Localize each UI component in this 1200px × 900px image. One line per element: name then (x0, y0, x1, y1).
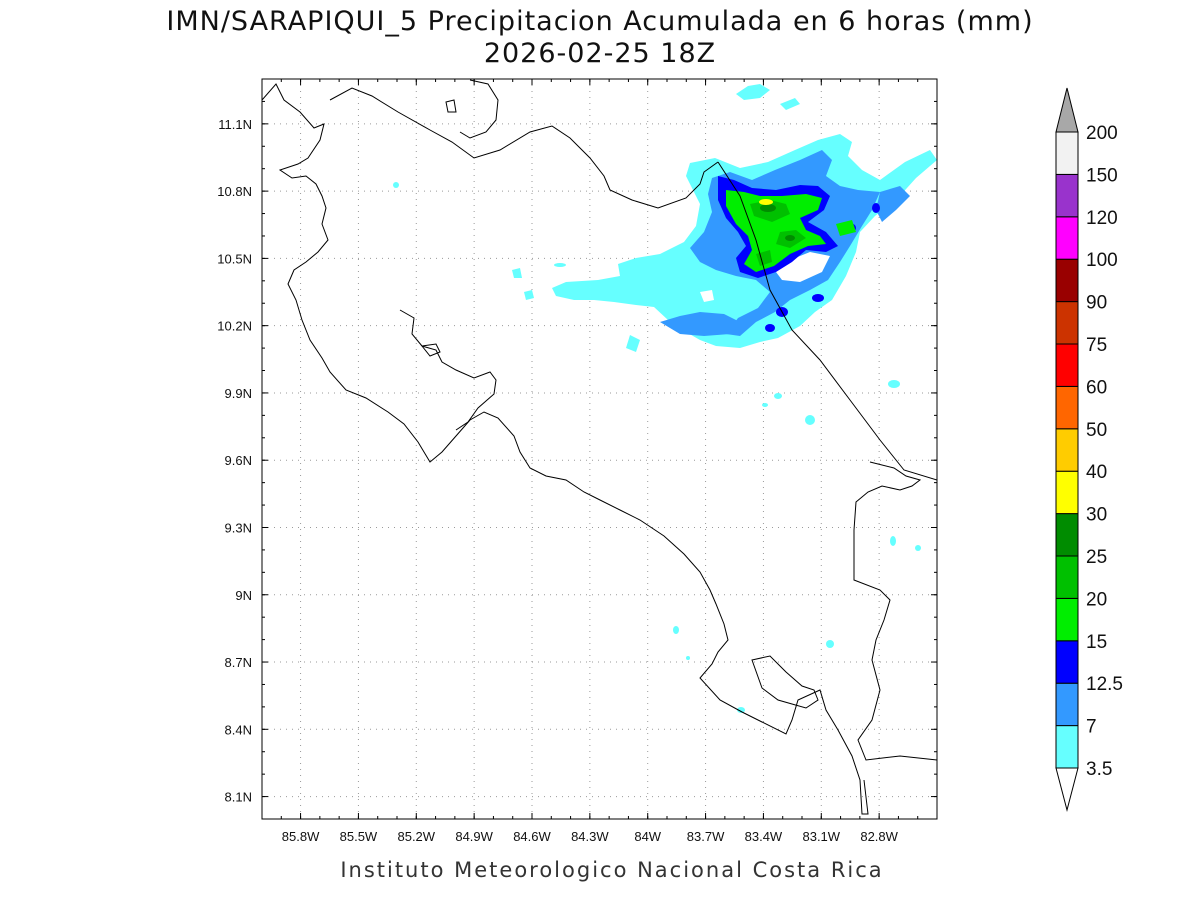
precip-area-blue-ne (876, 186, 910, 222)
lon-tick-label: 85.8W (282, 829, 320, 844)
lat-tick-label: 11.1N (218, 117, 252, 132)
lat-tick-label: 10.8N (217, 184, 252, 199)
lat-tick-label: 8.4N (225, 722, 252, 737)
colorbar-label: 30 (1086, 505, 1107, 526)
colorbar-label: 150 (1086, 165, 1118, 186)
lon-tick-label: 83.1W (802, 829, 840, 844)
precip-area-cyan-north (736, 84, 770, 100)
colorbar-label: 12.5 (1086, 674, 1123, 695)
precip-contour-15 (726, 190, 856, 272)
colorbar-swatch (1055, 513, 1079, 557)
longitude-axis: 85.8W 85.5W 85.2W 84.9W 84.6W 84.3W 84W 83.7W 83… (261, 79, 938, 844)
precip-contour-25 (760, 204, 795, 241)
lon-tick-label: 84.9W (455, 829, 493, 844)
lon-tick-label: 83.7W (687, 829, 725, 844)
precip-area-cyan-sw (626, 335, 640, 352)
lon-tick-label: 84.6W (513, 829, 551, 844)
colorbar-label: 7 (1086, 717, 1097, 738)
bocas-islet (445, 99, 457, 113)
lat-tick-label: 9.9N (225, 386, 252, 401)
panama-border (853, 461, 937, 761)
map-datetime: 2026-02-25 18Z (484, 38, 716, 69)
coastline-borders (262, 79, 937, 815)
colorbar-label: 75 (1086, 335, 1107, 356)
lon-tick-label: 85.2W (397, 829, 435, 844)
colorbar-high-arrow (1055, 87, 1079, 133)
lat-tick-label: 9N (235, 588, 252, 603)
lon-tick-label: 82.8W (860, 829, 898, 844)
lon-tick-label: 84W (634, 829, 661, 844)
credit-text: Instituto Meteorologico Nacional Costa R… (340, 858, 883, 882)
precipitation-colorbar: 3.5 7 12.5 15 20 25 30 40 50 60 75 90 100 120 150 200 (1055, 87, 1123, 812)
lat-tick-label: 8.1N (225, 790, 252, 805)
colorbar-swatch (1055, 258, 1079, 303)
pacific-coastline (262, 83, 869, 815)
lat-tick-label: 8.7N (225, 655, 252, 670)
colorbar-label: 50 (1086, 420, 1107, 441)
colorbar-swatch (1055, 343, 1079, 387)
lat-tick-label: 9.3N (225, 520, 252, 535)
precip-dry-patches (700, 252, 830, 302)
colorbar-swatch (1055, 131, 1079, 175)
precip-area-cyan-w (512, 268, 522, 278)
colorbar-swatch (1055, 428, 1079, 472)
nicoya-gulf-shore (399, 309, 497, 431)
colorbar-swatch (1055, 555, 1079, 599)
map-title: IMN/SARAPIQUI_5 Precipitacion Acumulada … (166, 6, 1033, 37)
colorbar-label: 40 (1086, 462, 1107, 483)
nicaragua-border (329, 87, 719, 209)
nicoya-island (421, 343, 441, 357)
precipitation-field (393, 84, 937, 713)
colorbar-label: 25 (1086, 547, 1107, 568)
colorbar-swatch (1055, 470, 1079, 515)
precip-area-green-main (726, 190, 826, 272)
precip-contour-30 (759, 199, 773, 205)
colorbar-label: 20 (1086, 589, 1107, 610)
colorbar-swatch (1055, 173, 1079, 218)
latitude-axis: 11.1N 10.8N 10.5N 10.2N 9.9N 9.6N 9.3N 9N 8.7N 8.… (217, 78, 937, 820)
colorbar-label: 60 (1086, 377, 1107, 398)
lat-tick-label: 10.2N (217, 319, 252, 334)
lake-shore (459, 79, 499, 139)
colorbar-label: 15 (1086, 632, 1107, 653)
colorbar-swatch (1055, 301, 1079, 345)
colorbar-label: 100 (1086, 250, 1118, 271)
lon-tick-label: 85.5W (340, 829, 378, 844)
colorbar-swatch (1055, 385, 1079, 430)
colorbar-swatch (1055, 597, 1079, 642)
precip-area-cyan-w2 (524, 290, 534, 300)
colorbar-swatch (1055, 725, 1079, 769)
osa-peninsula (751, 655, 819, 709)
colorbar-label: 200 (1086, 123, 1118, 144)
caribbean-coastline (717, 161, 937, 481)
lat-tick-label: 9.6N (225, 453, 252, 468)
precip-area-cyan-north-2 (780, 98, 800, 110)
precip-area-blue-sw (660, 312, 740, 336)
colorbar-label: 3.5 (1086, 759, 1112, 780)
lat-tick-label: 10.5N (217, 251, 252, 266)
colorbar-swatch (1055, 640, 1079, 684)
lon-tick-label: 83.4W (745, 829, 783, 844)
colorbar-label: 120 (1086, 208, 1118, 229)
lon-tick-label: 84.3W (571, 829, 609, 844)
colorbar-swatch (1055, 682, 1079, 727)
colorbar-low-arrow (1055, 767, 1079, 812)
colorbar-label: 90 (1086, 293, 1107, 314)
map-panel: 85.8W 85.5W 85.2W 84.9W 84.6W 84.3W 84W 83.7W 83… (217, 78, 938, 844)
colorbar-swatch (1055, 216, 1079, 260)
map-frame (261, 78, 938, 820)
